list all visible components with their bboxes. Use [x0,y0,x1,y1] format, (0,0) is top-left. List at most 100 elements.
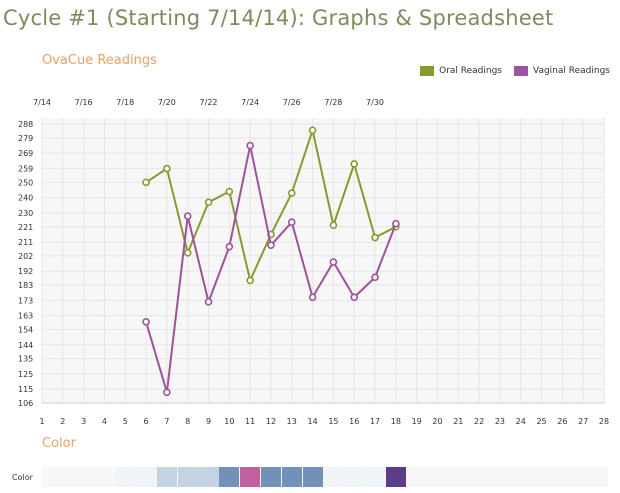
day-tick-label: 3 [81,417,86,426]
legend-swatch-oral [420,66,435,76]
page-title: Cycle #1 (Starting 7/14/14): Graphs & Sp… [3,6,554,30]
y-tick-label: 202 [18,252,33,261]
y-tick-label: 135 [18,355,33,364]
y-axis-ticks: 106 115 125 135 144 154 163 173 183 192 202 211 221 2… [18,120,33,408]
day-axis-ticks: 1 2 3 4 5 6 7 8 9 10 11 12 13 14 15 16 17 18 19 20 21 22 23 24 2… [39,417,609,426]
chart-legend: Oral Readings Vaginal Readings [420,66,610,76]
y-tick-label: 115 [18,385,33,394]
data-point-vaginal [287,218,296,226]
day-tick-label: 1 [39,417,44,426]
y-tick-label: 211 [18,238,33,247]
day-tick-label: 15 [328,417,338,426]
day-tick-label: 12 [266,417,276,426]
date-tick-label: 7/28 [324,98,342,107]
y-tick-label: 183 [18,281,33,290]
y-tick-label: 279 [18,134,33,143]
data-point-vaginal [267,241,275,249]
y-tick-label: 240 [18,194,33,203]
data-point-oral [225,187,234,196]
day-tick-label: 18 [391,417,401,426]
color-cell [281,467,302,487]
day-tick-label: 24 [516,417,526,426]
color-row-label: Color [12,473,33,482]
legend-label-vaginal: Vaginal Readings [533,66,610,76]
color-section-title: Color [42,436,76,451]
color-cell [323,467,344,487]
color-cell [219,467,240,487]
data-point-vaginal [329,258,338,266]
data-point-oral [308,126,317,135]
color-cell [240,467,261,487]
data-point-oral [183,249,192,257]
y-tick-label: 106 [18,399,33,408]
day-tick-label: 4 [102,417,107,426]
day-tick-label: 5 [123,417,128,426]
y-tick-label: 230 [18,209,33,218]
day-tick-label: 16 [349,417,359,426]
date-tick-label: 7/16 [75,98,93,107]
legend-item-vaginal[interactable]: Vaginal Readings [514,66,610,76]
day-tick-label: 6 [144,417,149,426]
data-point-vaginal [371,273,379,282]
data-point-vaginal [163,388,171,397]
y-tick-label: 259 [18,165,33,174]
color-cell [365,467,386,487]
data-point-vaginal [183,212,192,220]
data-point-oral [163,164,171,173]
y-tick-label: 221 [18,223,33,232]
data-point-vaginal [392,219,400,228]
day-tick-label: 14 [307,417,317,426]
legend-swatch-vaginal [514,66,528,76]
legend-label-oral: Oral Readings [439,66,502,76]
y-tick-label: 173 [18,296,33,305]
color-strip [42,467,608,487]
data-point-oral [350,160,359,168]
day-tick-label: 10 [224,417,234,426]
day-tick-label: 25 [536,417,546,426]
data-point-oral [142,178,150,187]
color-cell [302,467,323,487]
day-tick-label: 27 [578,417,588,426]
color-cell [156,467,177,487]
day-tick-label: 21 [453,417,463,426]
color-cell [344,467,365,487]
y-tick-label: 163 [18,312,33,321]
color-cell [115,467,136,487]
legend-item-oral[interactable]: Oral Readings [420,66,502,76]
day-tick-label: 7 [164,417,169,426]
data-point-oral [204,198,213,207]
data-point-oral [246,276,254,285]
data-point-oral [329,221,338,230]
color-cell [136,467,157,487]
date-tick-label: 7/22 [200,98,218,107]
date-tick-label: 7/30 [366,98,384,107]
day-tick-label: 8 [185,417,190,426]
day-tick-label: 19 [412,417,422,426]
y-tick-label: 144 [18,341,33,350]
y-tick-label: 250 [18,178,33,187]
data-point-vaginal [142,317,150,326]
day-tick-label: 13 [287,417,297,426]
data-point-oral [371,233,379,242]
day-tick-label: 26 [557,417,567,426]
date-tick-label: 7/26 [283,98,301,107]
y-tick-label: 125 [18,370,33,379]
day-tick-label: 11 [245,417,255,426]
day-tick-label: 23 [495,417,505,426]
date-tick-label: 7/24 [241,98,259,107]
y-tick-label: 154 [18,325,33,334]
y-tick-label: 269 [18,149,33,158]
data-point-oral [287,189,296,197]
date-axis-ticks: 7/14 7/16 7/18 7/20 7/22 7/24 7/26 7/28 7/30 [33,98,384,107]
data-point-vaginal [308,293,317,302]
data-point-vaginal [350,293,359,302]
chart-section-title: OvaCue Readings [42,53,157,68]
date-tick-label: 7/18 [116,98,134,107]
y-tick-label: 192 [18,267,33,276]
readings-chart: 1061151251351441541631731831922022112212… [18,98,609,426]
day-tick-label: 20 [432,417,442,426]
day-tick-label: 17 [370,417,380,426]
color-cell [177,467,198,487]
y-tick-label: 288 [18,120,33,129]
color-cell [198,467,219,487]
